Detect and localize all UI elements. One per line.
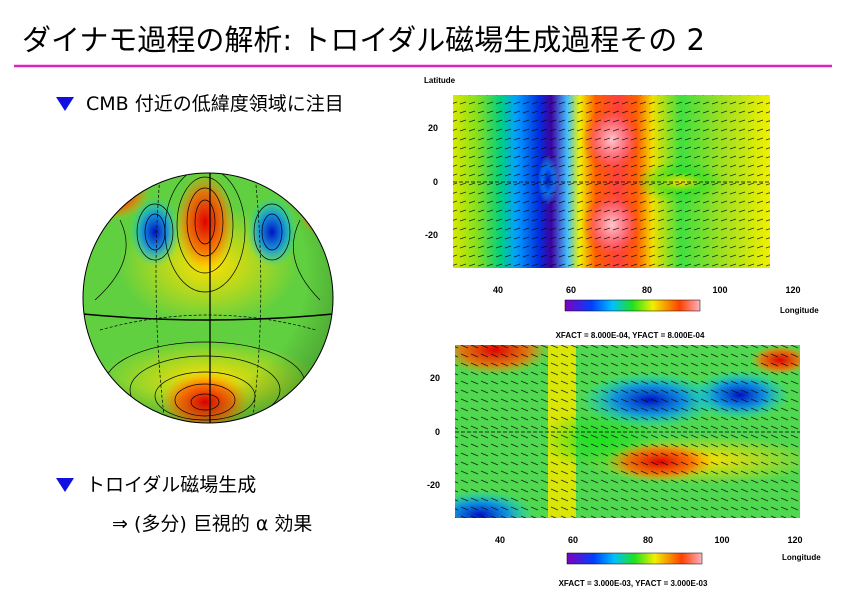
bullet-marker <box>56 478 74 492</box>
globe <box>83 173 333 423</box>
globe-outline <box>82 172 334 424</box>
x-tick-label: 120 <box>785 285 800 295</box>
colorbar <box>566 552 703 565</box>
slide-title: ダイナモ過程の解析: トロイダル磁場生成過程その 2 <box>22 23 705 57</box>
x-axis-label: Longitude <box>780 306 819 315</box>
x-axis-label: Longitude <box>782 553 821 562</box>
bullet-text: トロイダル磁場生成 <box>86 474 256 496</box>
contour-plot <box>453 95 770 268</box>
x-tick-label: 120 <box>787 535 802 545</box>
contour-plot <box>455 345 800 518</box>
x-tick-label: 40 <box>495 535 505 545</box>
x-tick-label: 100 <box>714 535 729 545</box>
x-tick-label: 60 <box>568 535 578 545</box>
bullet-text: CMB 付近の低緯度領域に注目 <box>86 93 344 115</box>
y-tick-label: -20 <box>427 480 440 490</box>
y-tick-label: -20 <box>425 230 438 240</box>
y-axis-label: Latitude <box>424 76 456 85</box>
x-tick-label: 80 <box>642 285 652 295</box>
y-tick-label: 0 <box>435 427 440 437</box>
bullet-marker <box>56 97 74 111</box>
x-tick-label: 100 <box>712 285 727 295</box>
y-tick-label: 20 <box>428 123 438 133</box>
sub-bullet-text: ⇒ (多分) 巨視的 α 効果 <box>112 513 312 535</box>
caption: XFACT = 8.000E-04, YFACT = 8.000E-04 <box>556 331 705 340</box>
x-tick-label: 40 <box>493 285 503 295</box>
x-tick-label: 80 <box>643 535 653 545</box>
y-tick-label: 20 <box>430 373 440 383</box>
caption: XFACT = 3.000E-03, YFACT = 3.000E-03 <box>559 579 708 588</box>
y-tick-label: 0 <box>433 177 438 187</box>
colorbar <box>564 299 701 312</box>
x-tick-label: 60 <box>566 285 576 295</box>
